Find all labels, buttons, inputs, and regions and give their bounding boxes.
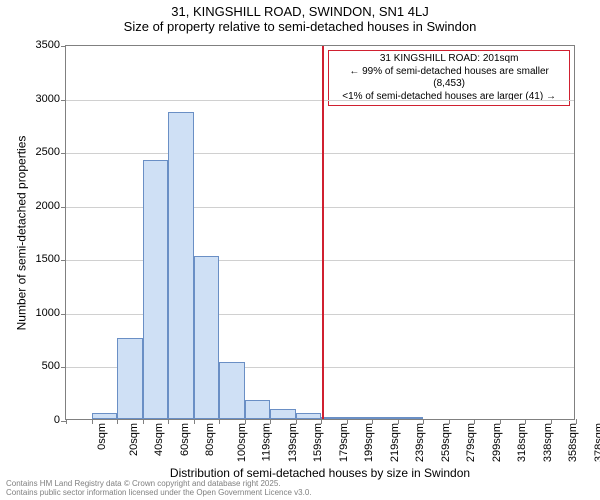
y-tick-label: 1000 bbox=[20, 307, 60, 319]
marker-line bbox=[322, 46, 324, 419]
histogram-bar bbox=[372, 417, 398, 419]
title-line-2: Size of property relative to semi-detach… bbox=[0, 19, 600, 34]
y-tick-label: 3000 bbox=[20, 93, 60, 105]
histogram-bar bbox=[347, 417, 373, 419]
x-tick-label: 299sqm bbox=[491, 423, 503, 462]
histogram-bar bbox=[321, 417, 347, 419]
x-tick-label: 119sqm bbox=[260, 423, 272, 461]
y-tick-label: 2500 bbox=[20, 146, 60, 158]
annotation-line-1: 31 KINGSHILL ROAD: 201sqm bbox=[333, 53, 565, 66]
x-tick-label: 219sqm bbox=[389, 423, 401, 462]
title-line-1: 31, KINGSHILL ROAD, SWINDON, SN1 4LJ bbox=[0, 4, 600, 19]
x-tick-label: 0sqm bbox=[96, 423, 108, 450]
x-tick-label: 259sqm bbox=[440, 423, 452, 462]
plot-area: 31 KINGSHILL ROAD: 201sqm ← 99% of semi-… bbox=[65, 45, 575, 420]
x-tick-label: 179sqm bbox=[338, 423, 350, 462]
gridline bbox=[66, 153, 574, 154]
x-tick-label: 338sqm bbox=[542, 423, 554, 462]
x-axis-label: Distribution of semi-detached houses by … bbox=[65, 466, 575, 480]
y-tick-label: 500 bbox=[20, 360, 60, 372]
annotation-box: 31 KINGSHILL ROAD: 201sqm ← 99% of semi-… bbox=[328, 50, 570, 106]
histogram-bar bbox=[219, 362, 245, 419]
annotation-line-3: <1% of semi-detached houses are larger (… bbox=[333, 91, 565, 104]
y-tick-label: 3500 bbox=[20, 39, 60, 51]
histogram-bar bbox=[143, 160, 169, 419]
histogram-bar bbox=[245, 400, 271, 419]
histogram-bar bbox=[296, 413, 322, 419]
x-tick-label: 279sqm bbox=[465, 423, 477, 462]
x-tick-label: 20sqm bbox=[128, 423, 140, 456]
histogram-bar bbox=[270, 409, 296, 419]
x-tick-label: 139sqm bbox=[287, 423, 299, 462]
annotation-line-2: ← 99% of semi-detached houses are smalle… bbox=[333, 66, 565, 91]
footer-line-2: Contains public sector information licen… bbox=[6, 489, 312, 498]
x-tick-label: 80sqm bbox=[204, 423, 216, 456]
y-axis-label: Number of semi-detached properties bbox=[14, 135, 28, 330]
footer-attribution: Contains HM Land Registry data © Crown c… bbox=[6, 480, 312, 498]
histogram-bar bbox=[168, 112, 194, 420]
histogram-bar bbox=[117, 338, 143, 419]
x-tick-label: 239sqm bbox=[414, 423, 426, 462]
y-tick-label: 0 bbox=[20, 414, 60, 426]
x-tick-label: 159sqm bbox=[312, 423, 324, 462]
histogram-bar bbox=[92, 413, 118, 419]
histogram-bar bbox=[398, 417, 424, 419]
x-tick-label: 100sqm bbox=[236, 423, 248, 462]
histogram-bar bbox=[194, 256, 220, 419]
x-tick-label: 40sqm bbox=[153, 423, 165, 456]
x-tick-label: 60sqm bbox=[179, 423, 191, 456]
x-tick-label: 358sqm bbox=[567, 423, 579, 462]
x-tick-label: 199sqm bbox=[363, 423, 375, 462]
y-tick-label: 1500 bbox=[20, 253, 60, 265]
x-tick-label: 378sqm bbox=[593, 423, 600, 462]
y-tick-label: 2000 bbox=[20, 200, 60, 212]
x-tick-label: 318sqm bbox=[516, 423, 528, 462]
gridline bbox=[66, 100, 574, 101]
